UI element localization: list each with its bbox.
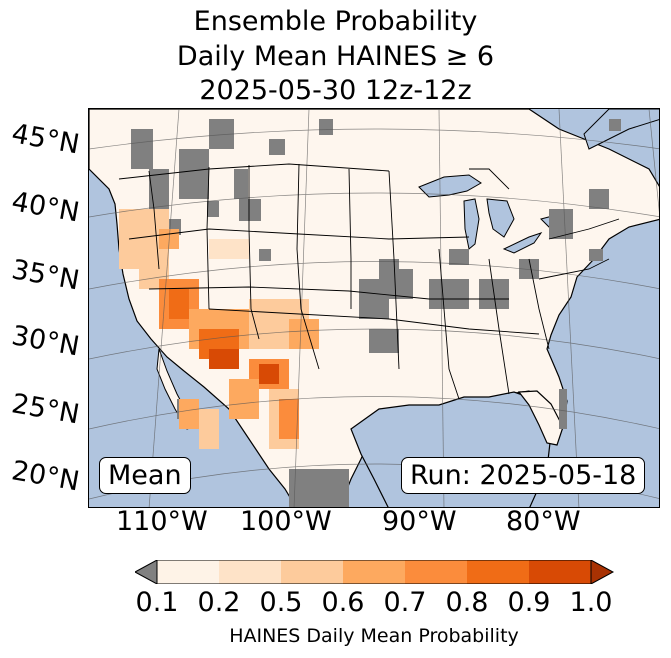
colorbar-tick-4: 0.7 bbox=[383, 587, 427, 618]
lon-label-90: 90°W bbox=[382, 506, 457, 537]
mean-label: Mean bbox=[99, 457, 191, 494]
lat-label-25: 25°N bbox=[9, 388, 82, 431]
saint-lawrence bbox=[583, 109, 659, 150]
colorbar-tick-2: 0.5 bbox=[259, 587, 303, 618]
colorbar-over-arrow bbox=[590, 560, 615, 584]
lon-label-80: 80°W bbox=[506, 506, 581, 537]
colorbar-bin-4 bbox=[343, 560, 405, 584]
missing-data-patches bbox=[131, 119, 621, 507]
lat-label-45: 45°N bbox=[9, 118, 82, 161]
colorbar-tick-7: 1.0 bbox=[569, 587, 613, 618]
state-borders bbox=[118, 163, 620, 400]
lat-label-30: 30°N bbox=[9, 320, 82, 363]
run-label: Run: 2025-05-18 bbox=[401, 457, 646, 494]
colorbar-label: HAINES Daily Mean Probability bbox=[229, 625, 519, 647]
colorbar-tick-3: 0.6 bbox=[321, 587, 365, 618]
colorbar-bin-3 bbox=[281, 560, 343, 584]
colorbar-tick-0: 0.1 bbox=[135, 587, 179, 618]
colorbar-bin-6 bbox=[467, 560, 529, 584]
florida bbox=[517, 390, 564, 446]
map-panel: Mean Run: 2025-05-18 bbox=[88, 108, 660, 508]
lon-label-110: 110°W bbox=[116, 506, 208, 537]
title-line-2: Daily Mean HAINES ≥ 6 bbox=[176, 41, 495, 72]
lake-superior bbox=[418, 174, 482, 198]
colorbar-bin-1 bbox=[157, 560, 219, 584]
colorbar-tick-1: 0.2 bbox=[197, 587, 241, 618]
colorbar-tick-6: 0.9 bbox=[507, 587, 551, 618]
colorbar-bin-5 bbox=[405, 560, 467, 584]
title-line-1: Ensemble Probability bbox=[193, 6, 478, 37]
colorbar-under-arrow bbox=[135, 560, 158, 584]
map-canvas bbox=[89, 109, 659, 507]
lon-label-100: 100°W bbox=[240, 506, 332, 537]
lake-erie bbox=[502, 232, 543, 254]
colorbar-bin-7 bbox=[529, 560, 591, 584]
lat-label-40: 40°N bbox=[9, 186, 82, 229]
title-line-3: 2025-05-30 12z-12z bbox=[199, 75, 472, 106]
colorbar bbox=[135, 560, 615, 584]
colorbar-bin-2 bbox=[219, 560, 281, 584]
lat-label-35: 35°N bbox=[9, 254, 82, 297]
probability-patches bbox=[119, 209, 319, 449]
lat-label-20: 20°N bbox=[9, 455, 82, 498]
lake-michigan bbox=[463, 198, 480, 250]
lake-huron bbox=[486, 198, 515, 238]
colorbar-outline bbox=[156, 560, 592, 584]
colorbar-tick-5: 0.8 bbox=[445, 587, 489, 618]
graticule bbox=[89, 109, 659, 507]
